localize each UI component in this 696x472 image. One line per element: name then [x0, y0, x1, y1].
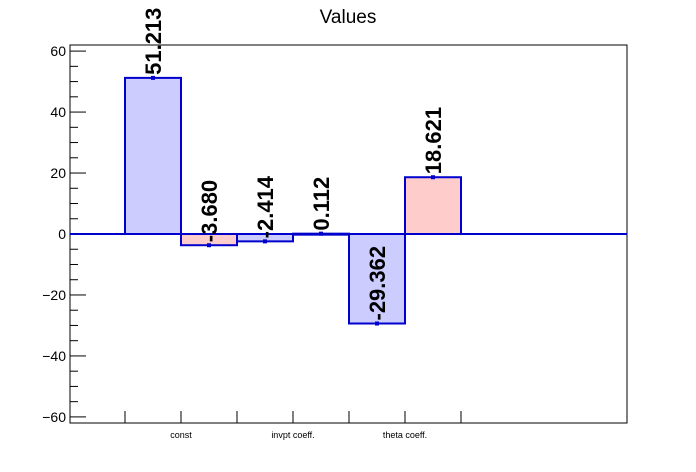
x-tick-label: theta coeff. — [383, 430, 427, 440]
data-labels-group: 51.213 -3.680 -2.414 0.112 -29.362 18.621 — [141, 8, 446, 321]
y-tick-label: −40 — [42, 348, 66, 364]
y-tick-label: 60 — [50, 43, 66, 59]
bar-marker — [431, 175, 435, 180]
x-tick-label: invpt coeff. — [271, 430, 314, 440]
data-label: -3.680 — [197, 180, 222, 242]
data-label: -2.414 — [253, 175, 278, 238]
data-label: -29.362 — [365, 246, 390, 321]
bars-group — [124, 75, 462, 326]
x-axis: const invpt coeff. theta coeff. — [124, 411, 462, 440]
chart-title: Values — [320, 7, 377, 28]
x-tick-label: const — [170, 430, 192, 440]
y-tick-label: 20 — [50, 165, 66, 181]
bar — [124, 76, 182, 235]
bar — [404, 176, 462, 235]
data-label: 51.213 — [141, 8, 166, 75]
y-tick-label: −20 — [42, 287, 66, 303]
bar-marker — [263, 239, 267, 244]
bar — [348, 233, 406, 325]
y-tick-label: 0 — [58, 226, 66, 242]
data-label: 0.112 — [309, 177, 334, 231]
data-label: 18.621 — [421, 107, 446, 174]
y-tick-label: −60 — [42, 409, 66, 425]
bar-marker — [151, 75, 155, 80]
bar-marker — [207, 243, 211, 248]
y-tick-label: 40 — [50, 104, 66, 120]
bar-marker — [375, 321, 379, 326]
